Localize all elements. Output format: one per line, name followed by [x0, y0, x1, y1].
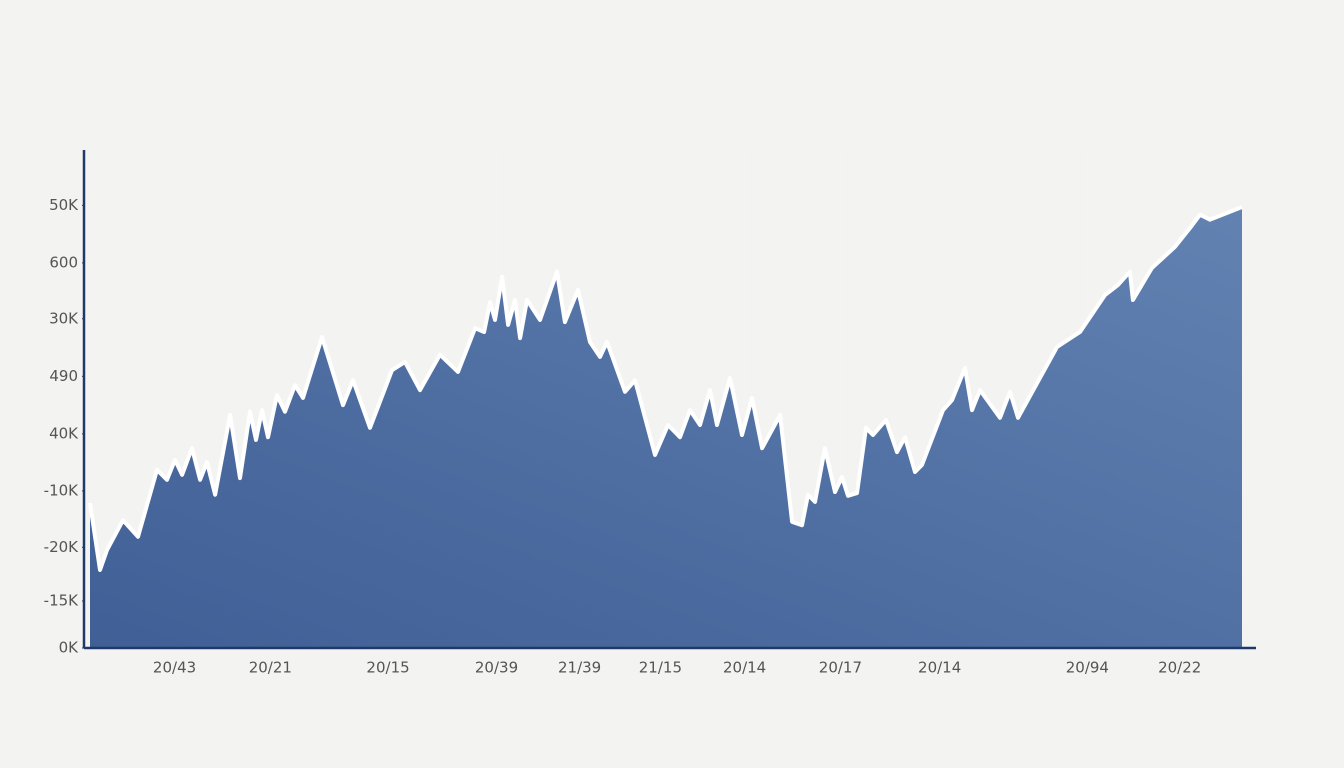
line [88, 205, 1243, 572]
x-tick-label: 20/94 [1066, 659, 1109, 677]
x-tick-label: 21/39 [558, 659, 601, 677]
y-tick-label: 40K [49, 424, 79, 442]
y-tick-label: -20K [44, 538, 79, 556]
x-tick-label: 20/14 [918, 659, 961, 677]
y-tick-label: 490 [49, 367, 78, 385]
y-tick-label: -10K [44, 481, 79, 499]
y-tick-label: 0K [59, 639, 80, 657]
x-tick-label: 20/21 [249, 659, 292, 677]
x-tick-label: 20/43 [153, 659, 196, 677]
y-tick-label: 600 [49, 253, 78, 271]
y-tick-label: 30K [49, 309, 79, 327]
x-tick-label: 20/14 [723, 659, 766, 677]
x-tick-label: 20/15 [366, 659, 409, 677]
x-tick-label: 21/15 [639, 659, 682, 677]
area [90, 207, 1242, 648]
y-tick-label: -15K [44, 591, 79, 609]
y-tick-label: 50K [49, 196, 79, 214]
x-tick-label: 20/17 [819, 659, 862, 677]
x-tick-label: 20/39 [475, 659, 518, 677]
x-tick-label: 20/22 [1158, 659, 1201, 677]
